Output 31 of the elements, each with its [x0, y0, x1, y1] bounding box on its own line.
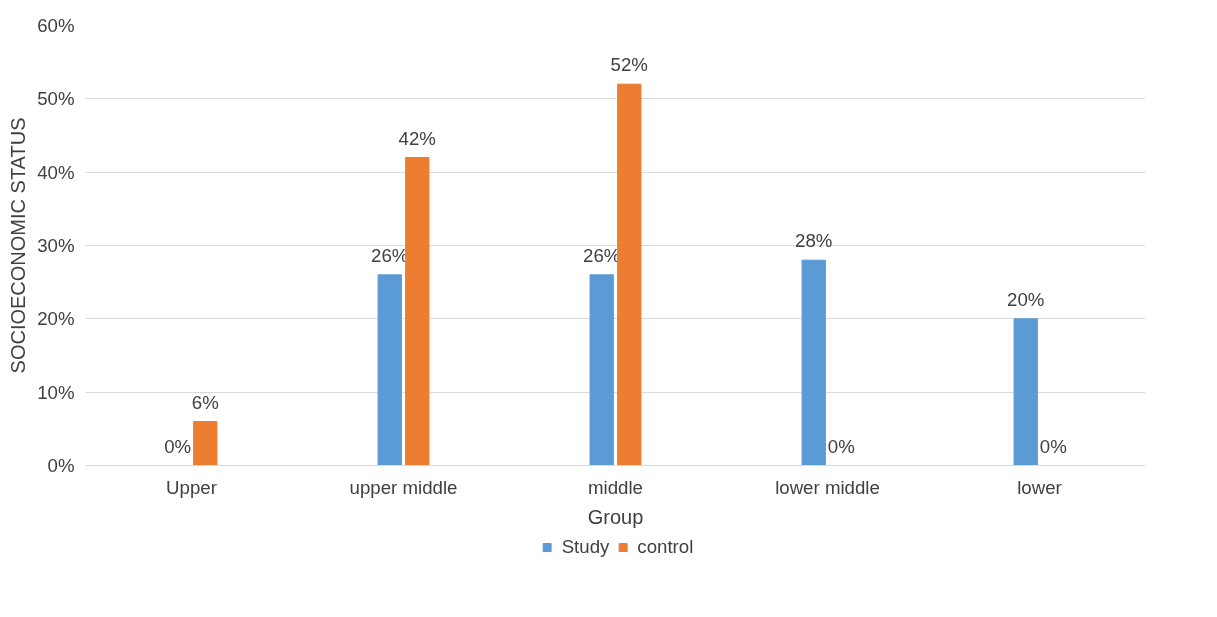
- x-tick-label: middle: [588, 476, 643, 498]
- data-label: 0%: [827, 435, 855, 457]
- bar: [1013, 318, 1038, 466]
- y-tick-label: 60%: [37, 15, 75, 36]
- bar: [589, 274, 614, 466]
- data-label: 28%: [795, 230, 833, 252]
- bar: [617, 83, 642, 466]
- y-axis-title: SOCIOECONOMIC STATUS: [7, 117, 30, 374]
- y-tick-label: 40%: [37, 161, 75, 183]
- x-tick-label: lower: [1017, 476, 1062, 498]
- x-tick-label: upper middle: [349, 476, 458, 498]
- data-label: 0%: [164, 435, 192, 457]
- y-tick-label: 30%: [37, 235, 75, 256]
- bar: [377, 274, 402, 466]
- data-label: 52%: [610, 54, 648, 76]
- legend-label: Study: [561, 536, 610, 558]
- y-tick-label: 20%: [37, 308, 75, 330]
- x-axis-title: Group: [587, 505, 644, 528]
- data-label: 20%: [1007, 289, 1045, 311]
- legend-label: control: [637, 536, 694, 558]
- data-label: 6%: [191, 391, 219, 413]
- bar: [405, 157, 430, 466]
- x-tick-label: Upper: [166, 476, 217, 498]
- bar: [193, 421, 218, 466]
- data-label: 42%: [398, 127, 436, 149]
- y-tick-label: 10%: [37, 381, 75, 403]
- bar: [801, 259, 826, 466]
- y-tick-label: 0%: [47, 455, 75, 476]
- y-tick-label: 50%: [37, 88, 75, 110]
- data-label: 0%: [1039, 435, 1067, 457]
- x-tick-label: lower middle: [775, 476, 880, 498]
